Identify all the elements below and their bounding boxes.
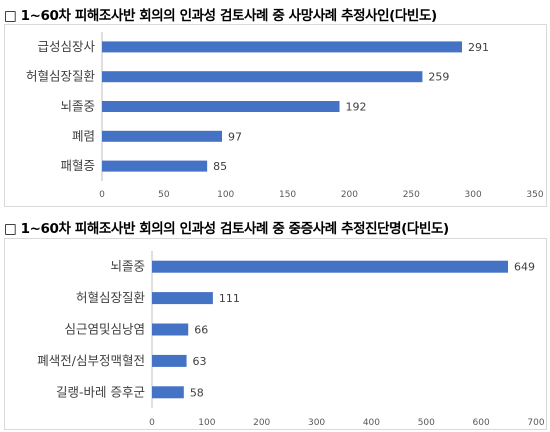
chart1-bar-4 [102, 160, 208, 172]
chart2-x-tick-4: 400 [363, 418, 380, 428]
chart2-bar-3 [152, 354, 187, 367]
chart2-x-tick-0: 0 [149, 418, 155, 428]
chart2-category-label-2: 심근염및심낭염 [64, 322, 145, 337]
chart1-x-tick-4: 200 [341, 190, 358, 200]
chart2-bar-1 [152, 292, 213, 305]
chart1-value-label-4: 85 [213, 160, 227, 173]
chart1-title: □ 1~60차 피해조사반 회의의 인과성 검토사례 중 사망사례 추정사인(다… [4, 8, 437, 24]
chart1-category-label-4: 패혈증 [60, 158, 95, 173]
chart2-x-tick-7: 700 [527, 418, 544, 428]
chart2-x-tick-5: 500 [418, 418, 435, 428]
chart2-plot: 뇌졸중 649 허혈심장질환 111 심근염및심낭염 66 폐색전/심부정맥혈전 63 길랭-바… [37, 251, 545, 428]
chart1-x-tick-1: 50 [158, 190, 170, 200]
chart1-x-tick-0: 0 [99, 190, 105, 200]
chart1-category-label-1: 허혈심장질환 [26, 69, 96, 84]
chart1-x-tick-7: 350 [526, 190, 543, 200]
chart1-bar-3 [102, 130, 223, 142]
chart2-category-label-0: 뇌졸중 [110, 259, 145, 274]
chart1-bar-2 [102, 101, 340, 112]
chart2-title: □ 1~60차 피해조사반 회의의 인과성 검토사례 중 중증사례 추정진단명(… [4, 221, 449, 237]
chart1-bar-1 [102, 71, 423, 83]
chart1-bar-0 [102, 41, 463, 53]
chart2-bar-2 [152, 323, 189, 336]
chart2-value-label-2: 66 [194, 324, 208, 337]
chart1-category-label-3: 폐렴 [72, 128, 95, 143]
chart2-x-tick-3: 300 [308, 418, 325, 428]
chart1-x-tick-5: 250 [403, 190, 420, 200]
chart2-category-label-1: 허혈심장질환 [76, 290, 146, 305]
chart1-container: 급성심장사 291 허혈심장질환 259 뇌졸중 192 폐렴 97 패혈증 85 0 50 100 15… [4, 24, 547, 207]
chart2-category-label-3: 폐색전/심부정맥혈전 [37, 353, 145, 368]
chart2-value-label-1: 111 [219, 292, 240, 305]
chart2-x-tick-1: 100 [198, 418, 215, 428]
chart2-x-tick-2: 200 [253, 418, 270, 428]
chart2-container: 뇌졸중 649 허혈심장질환 111 심근염및심낭염 66 폐색전/심부정맥혈전 63 길랭-바… [4, 238, 547, 430]
chart2-value-label-4: 58 [190, 386, 204, 399]
chart2-bar-0 [152, 260, 509, 273]
chart1-value-label-0: 291 [468, 41, 489, 54]
chart1-x-tick-6: 300 [465, 190, 482, 200]
chart1-plot: 급성심장사 291 허혈심장질환 259 뇌졸중 192 폐렴 97 패혈증 85 0 50 100 15… [26, 32, 544, 200]
chart2-value-label-3: 63 [193, 355, 207, 368]
chart2-category-label-4: 길랭-바레 증후군 [56, 384, 145, 399]
chart2-bar-4 [152, 386, 184, 399]
chart2-x-tick-6: 600 [473, 418, 490, 428]
chart1-category-label-2: 뇌졸중 [60, 99, 95, 114]
chart1-value-label-1: 259 [428, 71, 449, 84]
chart2-value-label-0: 649 [514, 261, 535, 274]
chart1-x-tick-3: 150 [279, 190, 296, 200]
chart1-category-label-0: 급성심장사 [37, 39, 95, 54]
chart1-value-label-3: 97 [228, 130, 242, 143]
chart1-value-label-2: 192 [346, 101, 367, 114]
chart1-x-tick-2: 100 [217, 190, 234, 200]
